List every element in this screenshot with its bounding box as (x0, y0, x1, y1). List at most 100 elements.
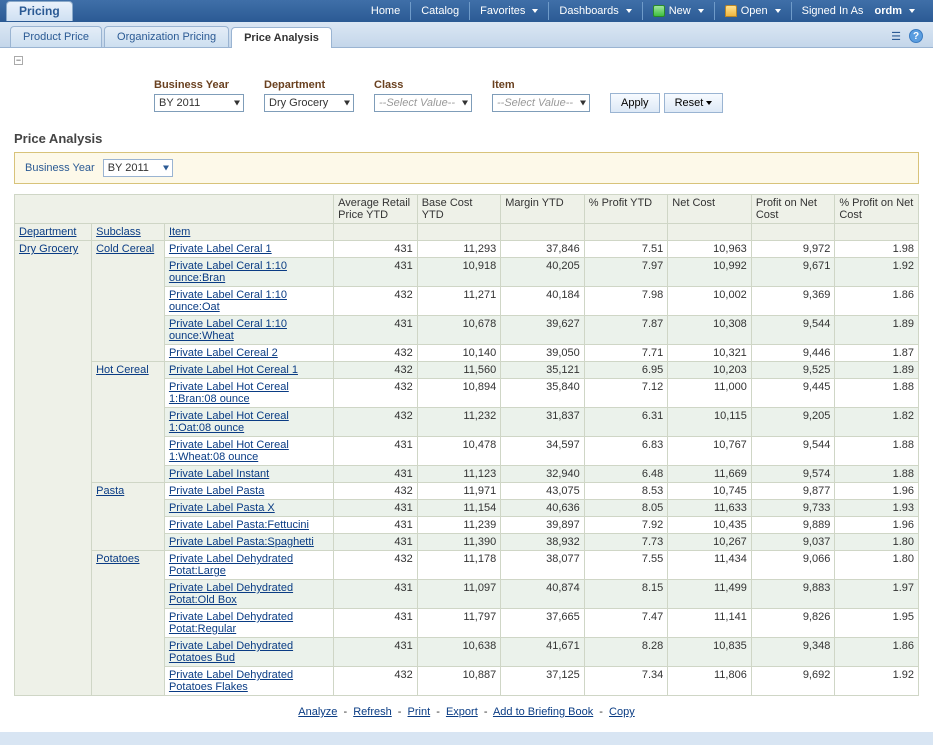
filter-class[interactable]: --Select Value-- (374, 94, 472, 112)
cell-m2: 11,239 (417, 517, 501, 534)
cell-item[interactable]: Private Label Pasta:Spaghetti (164, 534, 333, 551)
cell-m7: 1.87 (835, 345, 919, 362)
cell-item[interactable]: Private Label Dehydrated Potat:Old Box (164, 580, 333, 609)
cell-m4: 7.55 (584, 551, 668, 580)
cell-item[interactable]: Private Label Ceral 1 (164, 241, 333, 258)
help-icon[interactable]: ? (909, 29, 923, 43)
signedin-user: ordm (875, 5, 903, 17)
cell-m6: 9,525 (751, 362, 835, 379)
cell-m6: 9,733 (751, 500, 835, 517)
nav-open[interactable]: Open (714, 2, 791, 20)
cell-m2: 11,232 (417, 408, 501, 437)
col-m5[interactable]: Net Cost (668, 195, 752, 224)
col-m2[interactable]: Base Cost YTD (417, 195, 501, 224)
cell-item[interactable]: Private Label Ceral 1:10 ounce:Bran (164, 258, 333, 287)
link-briefing[interactable]: Add to Briefing Book (493, 706, 593, 718)
apply-button[interactable]: Apply (610, 93, 660, 113)
cell-m4: 7.12 (584, 379, 668, 408)
filter-business-year[interactable]: BY 2011 (154, 94, 244, 112)
col-item[interactable]: Item (164, 224, 333, 241)
nav-new[interactable]: New (642, 2, 714, 20)
cell-item[interactable]: Private Label Instant (164, 466, 333, 483)
cell-item[interactable]: Private Label Hot Cereal 1:Wheat:08 ounc… (164, 437, 333, 466)
collapse-toggle[interactable]: − (14, 56, 23, 65)
link-export[interactable]: Export (446, 706, 478, 718)
nav-dashboards[interactable]: Dashboards (548, 2, 641, 20)
cell-item[interactable]: Private Label Hot Cereal 1:Oat:08 ounce (164, 408, 333, 437)
cell-m3: 39,050 (501, 345, 585, 362)
cell-m6: 9,692 (751, 667, 835, 696)
cell-item[interactable]: Private Label Cereal 2 (164, 345, 333, 362)
cell-m6: 9,883 (751, 580, 835, 609)
cell-m1: 432 (334, 345, 418, 362)
link-refresh[interactable]: Refresh (353, 706, 392, 718)
cell-m5: 10,767 (668, 437, 752, 466)
col-m1[interactable]: Average Retail Price YTD (334, 195, 418, 224)
cell-m2: 10,918 (417, 258, 501, 287)
tab-organization-pricing[interactable]: Organization Pricing (104, 26, 229, 47)
cell-m7: 1.93 (835, 500, 919, 517)
cell-subclass[interactable]: Potatoes (92, 551, 165, 696)
banner-business-year[interactable]: BY 2011 (103, 159, 173, 177)
cell-subclass[interactable]: Hot Cereal (92, 362, 165, 483)
cell-item[interactable]: Private Label Pasta X (164, 500, 333, 517)
cell-m1: 431 (334, 500, 418, 517)
col-m4[interactable]: % Profit YTD (584, 195, 668, 224)
filter-item-label: Item (492, 79, 590, 91)
cell-item[interactable]: Private Label Dehydrated Potatoes Bud (164, 638, 333, 667)
cell-m6: 9,446 (751, 345, 835, 362)
col-subclass[interactable]: Subclass (92, 224, 165, 241)
cell-m5: 11,141 (668, 609, 752, 638)
col-department[interactable]: Department (15, 224, 92, 241)
module-tab[interactable]: Pricing (6, 1, 73, 21)
cell-m2: 11,271 (417, 287, 501, 316)
filter-department[interactable]: Dry Grocery (264, 94, 354, 112)
nav-favorites[interactable]: Favorites (469, 2, 548, 20)
link-analyze[interactable]: Analyze (298, 706, 337, 718)
nav-signedin[interactable]: Signed In As ordm (791, 2, 925, 20)
link-print[interactable]: Print (408, 706, 431, 718)
cell-m4: 6.95 (584, 362, 668, 379)
cell-m3: 41,671 (501, 638, 585, 667)
cell-department[interactable]: Dry Grocery (15, 241, 92, 696)
reset-button[interactable]: Reset (664, 93, 724, 113)
filter-dept-label: Department (264, 79, 354, 91)
cell-item[interactable]: Private Label Dehydrated Potat:Large (164, 551, 333, 580)
cell-subclass[interactable]: Pasta (92, 483, 165, 551)
cell-m4: 7.87 (584, 316, 668, 345)
cell-m7: 1.88 (835, 437, 919, 466)
cell-m7: 1.95 (835, 609, 919, 638)
cell-item[interactable]: Private Label Ceral 1:10 ounce:Wheat (164, 316, 333, 345)
col-m7[interactable]: % Profit on Net Cost (835, 195, 919, 224)
options-icon[interactable]: ☰ (889, 29, 903, 43)
cell-m6: 9,877 (751, 483, 835, 500)
cell-m7: 1.89 (835, 362, 919, 379)
cell-item[interactable]: Private Label Pasta (164, 483, 333, 500)
cell-m7: 1.98 (835, 241, 919, 258)
cell-m1: 431 (334, 580, 418, 609)
cell-item[interactable]: Private Label Dehydrated Potatoes Flakes (164, 667, 333, 696)
cell-m5: 10,435 (668, 517, 752, 534)
cell-item[interactable]: Private Label Dehydrated Potat:Regular (164, 609, 333, 638)
col-m3[interactable]: Margin YTD (501, 195, 585, 224)
cell-m4: 6.31 (584, 408, 668, 437)
cell-m2: 11,178 (417, 551, 501, 580)
tab-product-price[interactable]: Product Price (10, 26, 102, 47)
cell-subclass[interactable]: Cold Cereal (92, 241, 165, 362)
cell-m2: 11,971 (417, 483, 501, 500)
cell-m7: 1.86 (835, 638, 919, 667)
tab-price-analysis[interactable]: Price Analysis (231, 27, 332, 48)
filter-item[interactable]: --Select Value-- (492, 94, 590, 112)
cell-m6: 9,544 (751, 437, 835, 466)
cell-item[interactable]: Private Label Pasta:Fettucini (164, 517, 333, 534)
nav-catalog[interactable]: Catalog (410, 2, 469, 20)
cell-item[interactable]: Private Label Hot Cereal 1:Bran:08 ounce (164, 379, 333, 408)
nav-open-label: Open (741, 5, 768, 17)
cell-m3: 40,205 (501, 258, 585, 287)
col-m6[interactable]: Profit on Net Cost (751, 195, 835, 224)
nav-home[interactable]: Home (361, 2, 410, 20)
cell-item[interactable]: Private Label Ceral 1:10 ounce:Oat (164, 287, 333, 316)
cell-m4: 7.34 (584, 667, 668, 696)
cell-item[interactable]: Private Label Hot Cereal 1 (164, 362, 333, 379)
link-copy[interactable]: Copy (609, 706, 635, 718)
